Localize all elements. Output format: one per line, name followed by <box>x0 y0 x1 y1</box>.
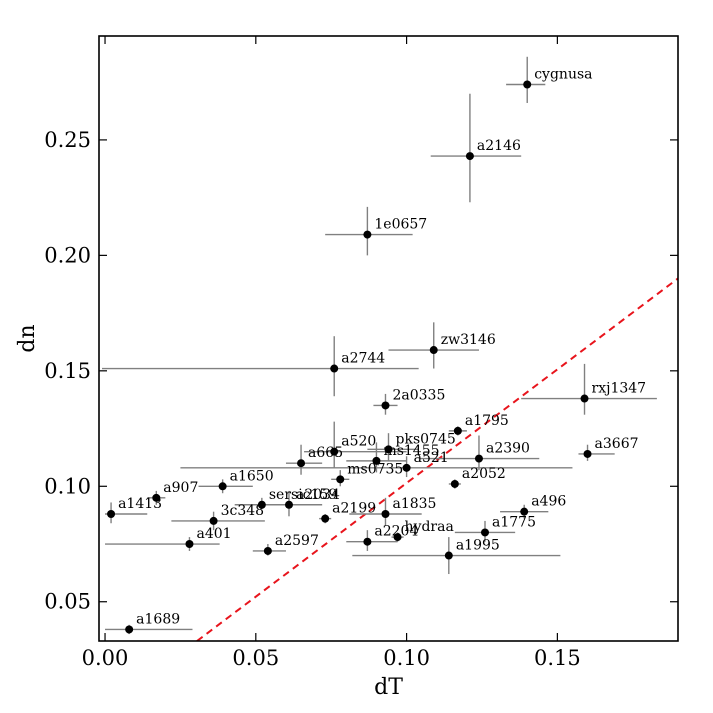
point-label-rxj1347: rxj1347 <box>592 381 647 397</box>
point-label-1e0657: 1e0657 <box>374 217 427 233</box>
data-point-hydraa <box>393 533 402 542</box>
data-point-a401 <box>185 540 194 549</box>
point-label-a907: a907 <box>163 480 198 496</box>
point-label-a1995: a1995 <box>456 538 500 554</box>
point-label-pks0745: pks0745 <box>396 431 456 447</box>
data-point-ms0735 <box>336 475 345 484</box>
data-point-a2744 <box>330 364 339 373</box>
point-label-a1795: a1795 <box>465 413 509 429</box>
y-tick-label: 0.10 <box>44 474 91 498</box>
point-label-a2052: a2052 <box>462 466 506 482</box>
data-point-cygnusa <box>523 80 532 89</box>
data-point-a1650 <box>218 482 227 491</box>
data-point-a1795 <box>453 426 462 435</box>
x-axis-label: dT <box>374 675 403 700</box>
plot-frame <box>98 35 679 642</box>
data-point-zw3146 <box>429 346 438 355</box>
reference-dashed-line <box>196 277 678 641</box>
x-tick-label: 0.10 <box>383 646 430 670</box>
point-label-3c348: 3c348 <box>221 503 264 519</box>
data-point-a1775 <box>481 528 489 537</box>
y-tick-label: 0.20 <box>44 243 91 267</box>
point-label-sersic159: sersic159 <box>269 487 337 503</box>
data-point-ms1455 <box>372 456 381 465</box>
point-label-a1775: a1775 <box>492 514 536 530</box>
y-axis-label: dn <box>15 324 40 352</box>
data-point-a1995 <box>444 551 453 560</box>
point-label-a496: a496 <box>531 494 566 510</box>
data-point-a2199 <box>321 514 330 523</box>
data-point-sersic159 <box>257 500 266 509</box>
data-point-2a0335 <box>381 401 390 410</box>
point-label-a2204: a2204 <box>374 524 418 540</box>
point-label-a521: a521 <box>414 450 449 466</box>
point-label-a1650: a1650 <box>230 468 274 484</box>
point-label-a2744: a2744 <box>341 351 385 367</box>
point-label-cygnusa: cygnusa <box>534 66 592 82</box>
point-label-a2146: a2146 <box>477 138 521 154</box>
point-label-a1835: a1835 <box>392 496 436 512</box>
point-label-a2199: a2199 <box>332 501 376 517</box>
y-tick-label: 0.15 <box>44 359 91 383</box>
point-label-zw3146: zw3146 <box>441 332 496 348</box>
data-point-a2390 <box>474 454 483 463</box>
y-tick-label: 0.25 <box>44 128 91 152</box>
point-label-a2034: a2034 <box>296 487 340 503</box>
data-point-a2034 <box>284 500 293 509</box>
x-tick-label: 0.15 <box>534 646 581 670</box>
point-label-a2390: a2390 <box>486 441 530 457</box>
data-point-a2052 <box>450 479 459 488</box>
point-label-ms1455: ms1455 <box>383 443 439 459</box>
point-label-2a0335: 2a0335 <box>392 387 445 403</box>
point-label-ms0735: ms0735 <box>347 461 403 477</box>
data-point-pks0745 <box>384 445 393 454</box>
data-point-3c348 <box>209 516 218 525</box>
data-point-1e0657 <box>363 230 372 239</box>
data-point-rxj1347 <box>580 394 589 403</box>
data-point-a2146 <box>465 152 474 161</box>
point-label-a3667: a3667 <box>595 436 639 452</box>
point-label-a1413: a1413 <box>118 496 162 512</box>
data-point-a2597 <box>263 546 272 555</box>
data-point-a496 <box>520 507 529 516</box>
x-tick-label: 0.05 <box>232 646 279 670</box>
data-point-a1835 <box>381 509 390 518</box>
data-point-a521 <box>402 463 411 472</box>
data-point-a520 <box>330 447 339 456</box>
point-label-a401: a401 <box>196 526 231 542</box>
point-label-a520: a520 <box>341 434 376 450</box>
data-point-a1689 <box>125 625 134 634</box>
data-point-a907 <box>152 493 161 502</box>
point-label-a1689: a1689 <box>136 611 180 627</box>
data-point-a665 <box>297 459 306 468</box>
point-label-hydraa: hydraa <box>405 519 454 535</box>
point-label-a665: a665 <box>308 445 343 461</box>
data-point-a2204 <box>363 537 372 546</box>
y-tick-label: 0.05 <box>44 590 91 614</box>
data-point-a3667 <box>583 449 592 458</box>
point-label-a2597: a2597 <box>275 533 319 549</box>
data-point-a1413 <box>107 509 116 518</box>
x-tick-label: 0.00 <box>82 646 129 670</box>
